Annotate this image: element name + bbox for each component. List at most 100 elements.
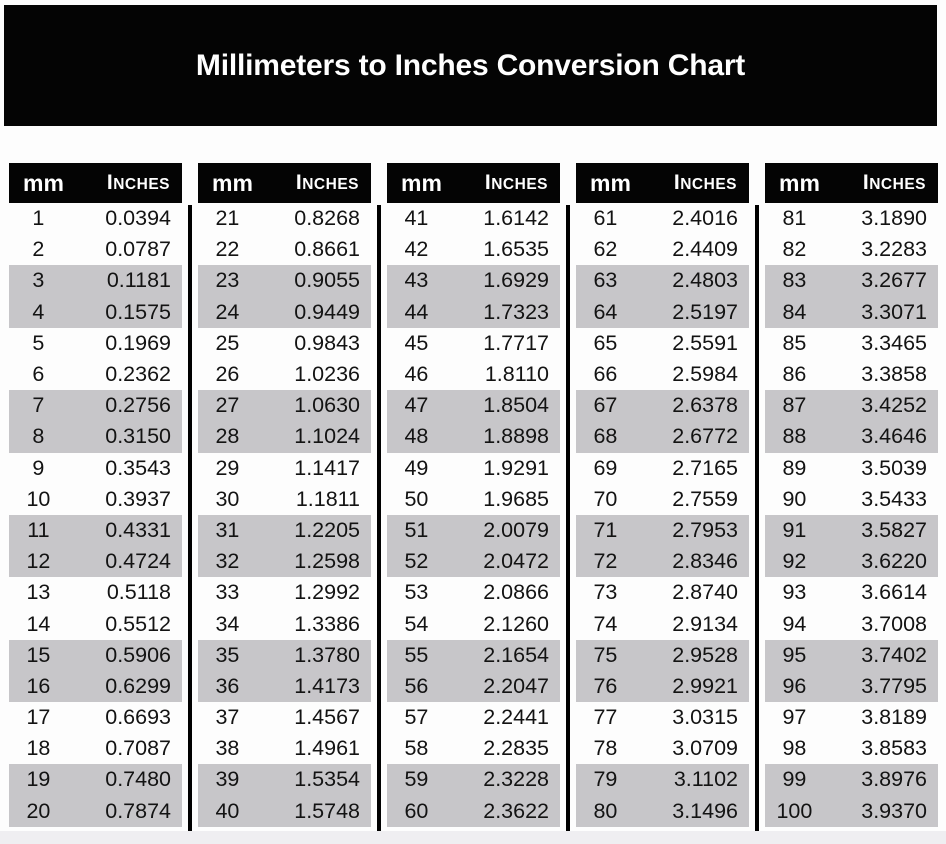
table-header-row: mm Inches (387, 163, 560, 203)
inches-cell: 1.4567 (294, 705, 360, 730)
table-row: 29 1.1417 (198, 453, 371, 484)
table-row: 86 3.3858 (765, 359, 938, 390)
inches-cell: 2.7953 (672, 517, 738, 542)
mm-cell: 85 (782, 330, 807, 355)
table-row: 96 3.7795 (765, 670, 938, 702)
inches-cell: 1.2992 (294, 580, 360, 605)
inches-cell: 1.1417 (294, 455, 360, 480)
inches-cell: 0.6693 (105, 705, 171, 730)
inches-cell: 2.3622 (483, 798, 549, 823)
table-row: 50 1.9685 (387, 484, 560, 515)
mm-cell: 23 (215, 268, 240, 293)
table-row: 18 0.7087 (9, 733, 182, 764)
mm-cell: 5 (32, 330, 45, 355)
inches-cell: 1.6142 (483, 206, 549, 231)
mm-cell: 82 (782, 237, 807, 262)
mm-cell: 61 (593, 206, 618, 231)
mm-cell: 18 (26, 736, 51, 761)
table-row: 47 1.8504 (387, 390, 560, 422)
mm-cell: 92 (782, 549, 807, 574)
table-row: 98 3.8583 (765, 733, 938, 764)
inches-cell: 1.0630 (294, 393, 360, 418)
mm-cell: 45 (404, 330, 429, 355)
table-row: 28 1.1024 (198, 421, 371, 453)
mm-cell: 20 (26, 798, 51, 823)
mm-cell: 11 (27, 517, 50, 542)
mm-cell: 60 (404, 798, 429, 823)
inches-cell: 3.8583 (861, 736, 927, 761)
table-row: 43 1.6929 (387, 265, 560, 297)
inches-cell: 3.3071 (861, 299, 927, 324)
table-row: 24 0.9449 (198, 296, 371, 328)
bottom-strip (0, 831, 946, 844)
column-divider-gap (182, 163, 198, 831)
table-row: 22 0.8661 (198, 234, 371, 265)
inches-cell: 0.6299 (105, 673, 171, 698)
inches-cell: 0.4331 (105, 517, 171, 542)
inches-cell: 3.2677 (861, 268, 927, 293)
mm-cell: 95 (782, 642, 807, 667)
table-row: 12 0.4724 (9, 546, 182, 578)
table-row: 3 0.1181 (9, 265, 182, 297)
table-row: 10 0.3937 (9, 484, 182, 515)
mm-cell: 80 (593, 798, 618, 823)
mm-cell: 42 (404, 237, 429, 262)
inches-cell: 0.1181 (106, 268, 171, 293)
inches-cell: 1.9291 (483, 455, 549, 480)
table-row: 34 1.3386 (198, 608, 371, 639)
table-row: 100 3.9370 (765, 795, 938, 827)
table-row: 48 1.8898 (387, 421, 560, 453)
mm-cell: 76 (593, 673, 618, 698)
inches-cell: 2.5591 (672, 330, 738, 355)
table-row: 65 2.5591 (576, 328, 749, 359)
inches-cell: 3.7402 (861, 642, 927, 667)
table-row: 45 1.7717 (387, 328, 560, 359)
inches-cell: 0.1969 (105, 330, 171, 355)
mm-cell: 57 (404, 705, 429, 730)
inches-cell: 1.9685 (483, 486, 549, 511)
table-row: 44 1.7323 (387, 296, 560, 328)
table-row: 40 1.5748 (198, 795, 371, 827)
inches-cell: 3.9370 (861, 798, 927, 823)
inches-cell: 0.2756 (105, 393, 171, 418)
column-divider-gap (560, 163, 576, 831)
table-row: 64 2.5197 (576, 296, 749, 328)
table-row: 27 1.0630 (198, 390, 371, 422)
mm-cell: 33 (215, 580, 240, 605)
mm-cell: 91 (782, 517, 807, 542)
inches-cell: 2.1260 (483, 611, 549, 636)
inches-cell: 3.4646 (861, 424, 927, 449)
table-row: 61 2.4016 (576, 203, 749, 234)
table-row: 35 1.3780 (198, 639, 371, 671)
table-row: 67 2.6378 (576, 390, 749, 422)
mm-cell: 71 (593, 517, 618, 542)
inches-cell: 0.0394 (105, 206, 171, 231)
table-row: 9 0.3543 (9, 453, 182, 484)
table-row: 31 1.2205 (198, 514, 371, 547)
table-row: 93 3.6614 (765, 577, 938, 608)
mm-cell: 68 (593, 424, 618, 449)
inches-cell: 3.2283 (861, 237, 927, 262)
table-row: 42 1.6535 (387, 234, 560, 265)
table-row: 36 1.4173 (198, 670, 371, 702)
inches-header-cell: Inches (673, 171, 737, 194)
table-row: 32 1.2598 (198, 546, 371, 578)
inches-cell: 2.2047 (483, 673, 549, 698)
mm-header-cell: mm (779, 170, 820, 196)
inches-cell: 0.7087 (105, 736, 171, 761)
table-row: 71 2.7953 (576, 514, 749, 547)
table-row: 26 1.0236 (198, 359, 371, 390)
mm-cell: 21 (215, 206, 240, 231)
mm-cell: 63 (593, 268, 618, 293)
inches-cell: 2.1654 (483, 642, 549, 667)
mm-cell: 96 (782, 673, 807, 698)
inches-cell: 2.2441 (483, 705, 549, 730)
tables-area: mm Inches 1 0.0394 2 0.0787 3 0.1181 4 0.1575 5 0.1… (9, 163, 938, 831)
mm-cell: 13 (26, 580, 51, 605)
table-row: 77 3.0315 (576, 702, 749, 733)
inches-cell: 1.0236 (294, 362, 360, 387)
mm-cell: 97 (782, 705, 807, 730)
mm-cell: 34 (215, 611, 240, 636)
inches-cell: 0.5118 (106, 580, 171, 605)
